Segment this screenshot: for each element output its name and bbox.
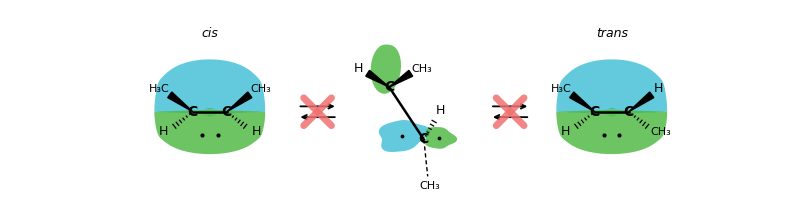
Polygon shape xyxy=(556,108,667,154)
Text: H: H xyxy=(354,62,363,75)
Text: CH₃: CH₃ xyxy=(650,127,671,137)
Polygon shape xyxy=(154,59,266,117)
Text: C: C xyxy=(188,105,198,119)
Polygon shape xyxy=(556,59,667,117)
Polygon shape xyxy=(390,70,413,87)
Polygon shape xyxy=(370,44,401,94)
Polygon shape xyxy=(425,127,457,149)
Text: H₃C: H₃C xyxy=(550,84,571,94)
Text: C: C xyxy=(623,105,634,119)
Polygon shape xyxy=(629,92,654,112)
Text: CH₃: CH₃ xyxy=(420,181,440,191)
Text: C: C xyxy=(384,80,394,94)
Polygon shape xyxy=(570,92,594,112)
Text: C: C xyxy=(418,132,429,147)
Text: CH₃: CH₃ xyxy=(411,64,432,74)
Polygon shape xyxy=(168,92,193,112)
Text: H: H xyxy=(561,125,570,138)
Text: cis: cis xyxy=(202,27,218,40)
Text: CH₃: CH₃ xyxy=(250,84,271,94)
Polygon shape xyxy=(378,120,430,152)
Polygon shape xyxy=(154,108,266,154)
Text: trans: trans xyxy=(596,27,628,40)
Text: H₃C: H₃C xyxy=(149,84,170,94)
Polygon shape xyxy=(366,70,390,87)
Text: H: H xyxy=(159,125,168,138)
Text: C: C xyxy=(590,105,600,119)
Text: H: H xyxy=(436,104,446,117)
Polygon shape xyxy=(226,92,252,112)
Text: H: H xyxy=(251,125,261,138)
Text: C: C xyxy=(222,105,232,119)
Text: H: H xyxy=(654,82,662,95)
